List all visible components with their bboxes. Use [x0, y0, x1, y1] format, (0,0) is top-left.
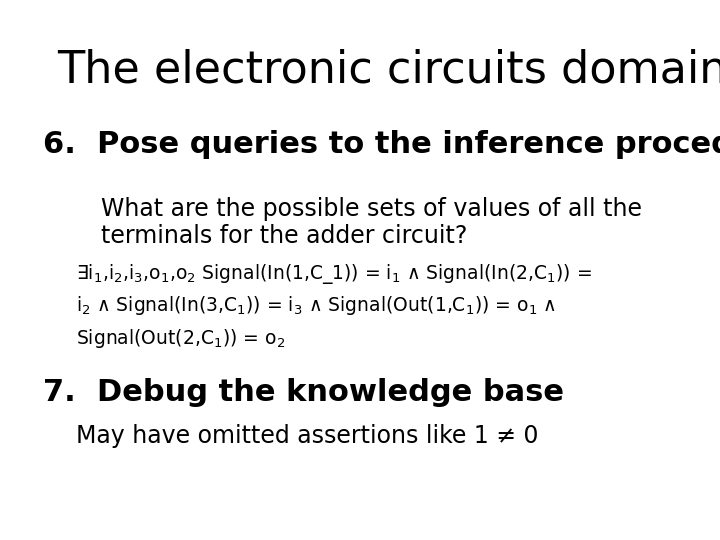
Text: 7.  Debug the knowledge base: 7. Debug the knowledge base [43, 378, 564, 407]
Text: 6.  Pose queries to the inference procedure: 6. Pose queries to the inference procedu… [43, 130, 720, 159]
Text: i$_2$ $\wedge$ Signal(In(3,C$_1$)) = i$_3$ $\wedge$ Signal(Out(1,C$_1$)) = o$_1$: i$_2$ $\wedge$ Signal(In(3,C$_1$)) = i$_… [76, 294, 556, 318]
Text: What are the possible sets of values of all the: What are the possible sets of values of … [101, 197, 642, 221]
Text: $\exists$i$_1$,i$_2$,i$_3$,o$_1$,o$_2$ Signal(In(1,C_1)) = i$_1$ $\wedge$ Signal: $\exists$i$_1$,i$_2$,i$_3$,o$_1$,o$_2$ S… [76, 262, 591, 286]
Text: terminals for the adder circuit?: terminals for the adder circuit? [101, 224, 467, 248]
Text: The electronic circuits domain: The electronic circuits domain [58, 49, 720, 92]
Text: May have omitted assertions like 1 ≠ 0: May have omitted assertions like 1 ≠ 0 [76, 424, 538, 448]
Text: Signal(Out(2,C$_1$)) = o$_2$: Signal(Out(2,C$_1$)) = o$_2$ [76, 327, 285, 350]
